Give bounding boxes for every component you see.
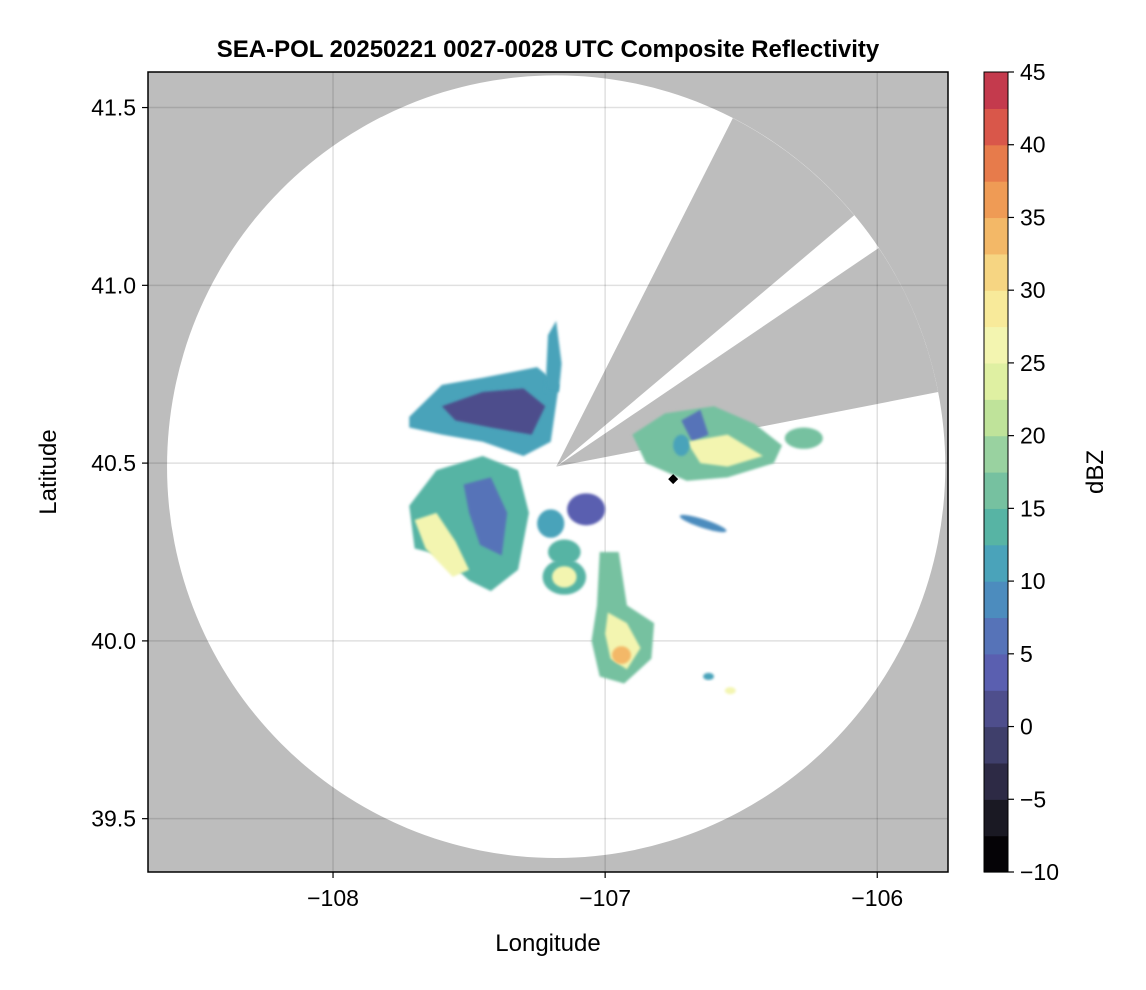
colorbar-tick-label: 30 [1020,277,1046,303]
echo-west-outer [409,456,529,592]
colorbar-tick-label: 40 [1020,132,1046,158]
echo-northeast-light [673,434,690,457]
x-tick-label: −107 [579,885,631,911]
colorbar-ticks: −10 −5 0 5 10 15 20 25 30 35 40 45 [1008,59,1059,885]
echo-central-small [567,493,606,526]
echo-northwest-core [441,388,546,435]
colorbar-band [984,144,1008,182]
y-axis-ticks: 39.5 40.0 40.5 41.0 41.5 [91,95,148,832]
colorbar-band [984,435,1008,473]
colorbar-band [984,653,1008,691]
echo-south-core [611,646,631,664]
x-tick-label: −108 [307,885,359,911]
reflectivity-echoes [409,320,823,695]
colorbar-band [984,72,1008,109]
x-tick-label: −106 [851,885,903,911]
colorbar-band [984,326,1008,364]
colorbar-band [984,726,1008,764]
y-tick-label: 40.0 [91,628,136,654]
plot-frame [147,71,949,873]
colorbar-label: dBZ [1082,450,1109,494]
colorbar-band [984,290,1008,328]
echo-northeast-core [686,434,763,467]
echo-central-small [548,539,581,565]
echo-southeast-fragment [724,687,736,695]
colorbar-band [984,108,1008,146]
colorbar-tick-label: 25 [1020,350,1046,376]
blocked-sector [556,247,939,467]
y-tick-label: 39.5 [91,806,136,832]
colorbar-tick-label: −5 [1020,786,1046,812]
colorbar-band [984,617,1008,655]
colorbar-tick-label: 10 [1020,568,1046,594]
colorbar-tick-label: 5 [1020,641,1033,667]
y-tick-label: 41.5 [91,95,136,121]
echo-northeast-streak [679,514,727,533]
x-axis-label: Longitude [495,930,600,957]
colorbar-tick-label: 45 [1020,59,1046,85]
colorbar-band [984,799,1008,837]
colorbar-band [984,581,1008,619]
y-axis-label: Latitude [35,429,62,514]
echo-southeast-fragment [703,672,714,680]
colorbar-tick-label: 35 [1020,204,1046,230]
echo-northeast-east [784,427,823,449]
colorbar-band [984,362,1008,400]
colorbar-band [984,253,1008,291]
plot-area [148,72,948,872]
radar-site-marker [668,474,679,485]
colorbar-band [984,472,1008,509]
colorbar-band [984,762,1008,800]
chart-title: SEA-POL 20250221 0027-0028 UTC Composite… [217,36,880,63]
colorbar-frame [983,71,1009,873]
echo-southwest-core [552,566,577,588]
colorbar-tick-label: 20 [1020,423,1046,449]
colorbar-bands [984,72,1008,873]
colorbar-band [984,399,1008,437]
echo-west-mid [463,477,508,556]
colorbar-band [984,690,1008,728]
y-tick-label: 41.0 [91,272,136,298]
colorbar: −10 −5 0 5 10 15 20 25 30 35 40 45 dBZ [983,59,1109,885]
colorbar-tick-label: 0 [1020,714,1033,740]
echo-northwest-spur [545,320,562,392]
colorbar-band [984,544,1008,582]
echo-northeast-patch [681,409,709,442]
colorbar-tick-label: 15 [1020,495,1046,521]
echo-west-core [414,512,470,577]
x-axis-ticks: −108 −107 −106 [307,872,903,911]
colorbar-tick-label: −10 [1020,859,1059,885]
colorbar-band [984,835,1008,873]
echo-central-small [537,509,565,538]
blocked-sector [556,118,855,467]
colorbar-band [984,181,1008,219]
y-tick-label: 40.5 [91,450,136,476]
colorbar-band [984,508,1008,546]
colorbar-band [984,217,1008,255]
grid-lines [148,72,948,872]
